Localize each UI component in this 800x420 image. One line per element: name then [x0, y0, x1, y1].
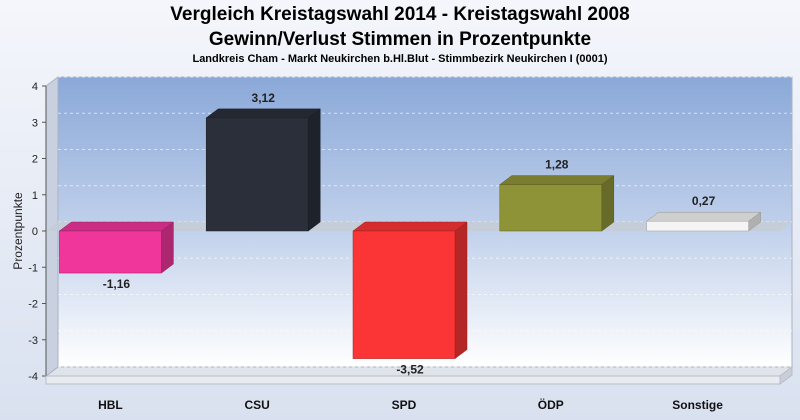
- bar: [499, 184, 603, 232]
- y-tick-label: -1: [28, 262, 38, 274]
- x-tick-label: CSU: [245, 398, 270, 412]
- bar-value-label: 0,27: [692, 194, 716, 208]
- bar-side: [454, 221, 468, 360]
- bar: [352, 230, 456, 359]
- bar-top: [352, 221, 468, 232]
- bar-value-label: -1,16: [103, 277, 131, 291]
- y-tick-label: 4: [32, 81, 38, 93]
- bar: [205, 117, 309, 232]
- bar-top: [205, 108, 321, 119]
- bar-value-label: -3,52: [396, 363, 424, 377]
- x-tick-label: ÖDP: [538, 397, 564, 412]
- bar: [59, 230, 162, 274]
- bar: [646, 220, 749, 232]
- bar-top: [645, 211, 762, 222]
- bar-value-label: 3,12: [252, 91, 276, 105]
- chart-subtitle: Gewinn/Verlust Stimmen in Prozentpunkte: [208, 29, 592, 50]
- x-tick-label: Sonstige: [672, 398, 723, 412]
- chart-subsubtitle: Landkreis Cham - Markt Neukirchen b.Hl.B…: [192, 53, 608, 65]
- chart-base-side: [779, 366, 793, 385]
- y-tick-label: -2: [28, 299, 38, 311]
- bar-side: [307, 108, 321, 232]
- y-tick-label: 2: [32, 154, 38, 166]
- y-tick-label: -4: [28, 371, 38, 383]
- x-tick-label: SPD: [392, 398, 417, 412]
- y-tick-label: 3: [32, 117, 38, 129]
- bar-top: [499, 175, 615, 185]
- chart-base: [45, 375, 781, 385]
- bar-top: [58, 221, 175, 232]
- bar-side: [601, 175, 615, 232]
- y-tick-label: 0: [32, 226, 38, 238]
- x-tick-label: HBL: [98, 398, 123, 412]
- y-axis-label: Prozentpunkte: [11, 192, 25, 270]
- y-tick-label: -3: [28, 335, 38, 347]
- chart-title: Vergleich Kreistagswahl 2014 - Kreistags…: [170, 4, 630, 25]
- y-tick-label: 1: [32, 190, 38, 202]
- bar-value-label: 1,28: [545, 158, 569, 172]
